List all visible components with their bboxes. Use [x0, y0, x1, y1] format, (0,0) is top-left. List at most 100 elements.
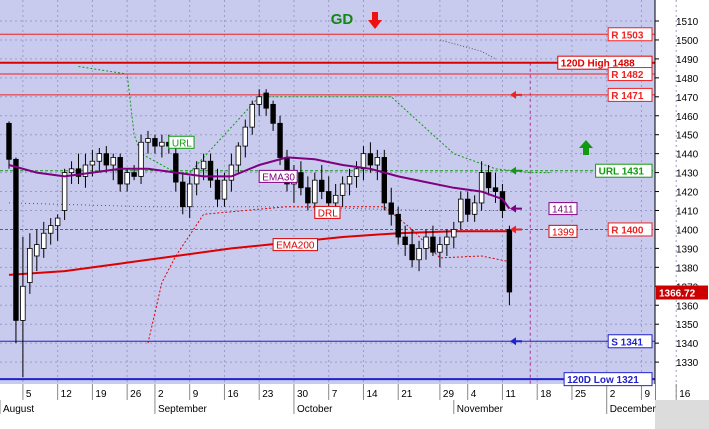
- candle: [103, 146, 109, 173]
- candle-body: [464, 198, 471, 215]
- candle-body: [416, 247, 422, 261]
- y-tick-label: 1390: [676, 244, 699, 255]
- level-tag-text: 120D High 1488: [561, 59, 635, 70]
- x-tick-label: 11: [505, 389, 516, 400]
- candle-body: [96, 153, 103, 162]
- y-tick-label: 1330: [676, 358, 699, 369]
- candle-body: [180, 181, 186, 208]
- candle-body: [332, 194, 339, 204]
- level-lines: [0, 33, 655, 381]
- candle-body: [360, 153, 367, 170]
- level-tag-box: [607, 222, 653, 237]
- candle: [423, 229, 429, 260]
- candle: [298, 161, 304, 196]
- annotation-box: [258, 169, 298, 183]
- month-label: November: [457, 404, 504, 415]
- candle: [277, 115, 283, 166]
- candle-body: [124, 172, 130, 185]
- x-tick-label: 23: [262, 389, 274, 400]
- candle-body: [374, 157, 381, 166]
- up-arrow: [579, 140, 593, 155]
- candle: [124, 168, 130, 192]
- candle: [180, 172, 186, 215]
- annotation-label: EMA200: [272, 238, 319, 252]
- y-tick-label: 1470: [676, 93, 699, 104]
- level-tag: R 1400: [607, 222, 653, 237]
- candle: [235, 142, 242, 173]
- x-tick-label: 25: [575, 389, 587, 400]
- candle-body: [305, 187, 311, 204]
- candle: [464, 191, 471, 222]
- candle: [159, 134, 165, 158]
- level-tag: R 1482: [607, 67, 653, 82]
- candle-body: [173, 153, 179, 183]
- candle: [305, 176, 311, 211]
- candle-body: [138, 141, 144, 177]
- candle-body: [298, 172, 304, 189]
- candle-body: [346, 175, 353, 185]
- value-tag-box: [548, 224, 578, 238]
- x-tick-label: 4: [471, 389, 477, 400]
- down-arrow: [368, 12, 382, 29]
- candle: [131, 165, 137, 181]
- y-tick-label: 1510: [676, 17, 699, 28]
- candle-body: [471, 202, 478, 215]
- level-tag: S 1341: [607, 334, 653, 349]
- candle: [263, 89, 269, 116]
- month-label: September: [158, 404, 208, 415]
- candle-body: [506, 229, 513, 293]
- candle-body: [485, 172, 492, 189]
- month-label: December: [610, 404, 657, 415]
- candle: [402, 225, 408, 256]
- candle: [242, 119, 248, 158]
- candle-body: [492, 187, 499, 192]
- level-tag-text: 120D Low 1321: [567, 375, 639, 386]
- candle-body: [13, 158, 19, 321]
- candle: [48, 218, 54, 245]
- candle-body: [437, 244, 443, 253]
- candle: [319, 165, 325, 200]
- candle-body: [145, 138, 151, 143]
- level-tag-box: [557, 55, 653, 70]
- candle: [54, 214, 61, 241]
- candle-body: [423, 236, 429, 249]
- candle-body: [319, 179, 325, 192]
- candle-body: [6, 122, 12, 160]
- upper-dotted-line: [439, 39, 496, 60]
- candle: [458, 191, 464, 230]
- last-price-text: 1366.72: [659, 289, 696, 300]
- left-arrow-icon: [510, 204, 522, 213]
- y-tick-label: 1430: [676, 169, 699, 180]
- candle: [471, 195, 478, 222]
- candle-body: [228, 164, 235, 181]
- candle-body: [41, 232, 47, 249]
- candle-body: [207, 160, 214, 181]
- x-tick-label: 9: [193, 389, 199, 400]
- y-tick-label: 1380: [676, 263, 699, 274]
- candle: [110, 153, 116, 181]
- level-tag-box: [595, 163, 653, 178]
- y-tick-label: 1460: [676, 112, 699, 123]
- candle-body: [214, 179, 221, 200]
- x-tick-label: 29: [443, 389, 455, 400]
- candle-body: [270, 103, 276, 124]
- annotation-label: URL: [168, 135, 195, 149]
- value-tag-text: 1399: [552, 227, 575, 238]
- candle: [75, 153, 82, 184]
- left-arrow-icon: [510, 225, 522, 234]
- drl-dotted-line: [147, 206, 510, 344]
- candle: [416, 240, 422, 272]
- value-tag-box: [548, 202, 578, 216]
- candle-body: [48, 225, 54, 234]
- candle: [249, 100, 255, 135]
- candle: [27, 233, 33, 294]
- candle: [138, 134, 144, 184]
- x-tick-label: 2: [610, 389, 616, 400]
- candle-body: [221, 179, 228, 200]
- annotation-box: [314, 205, 341, 219]
- x-tick-label: 16: [679, 389, 691, 400]
- candle: [96, 147, 103, 173]
- candle-body: [27, 247, 33, 283]
